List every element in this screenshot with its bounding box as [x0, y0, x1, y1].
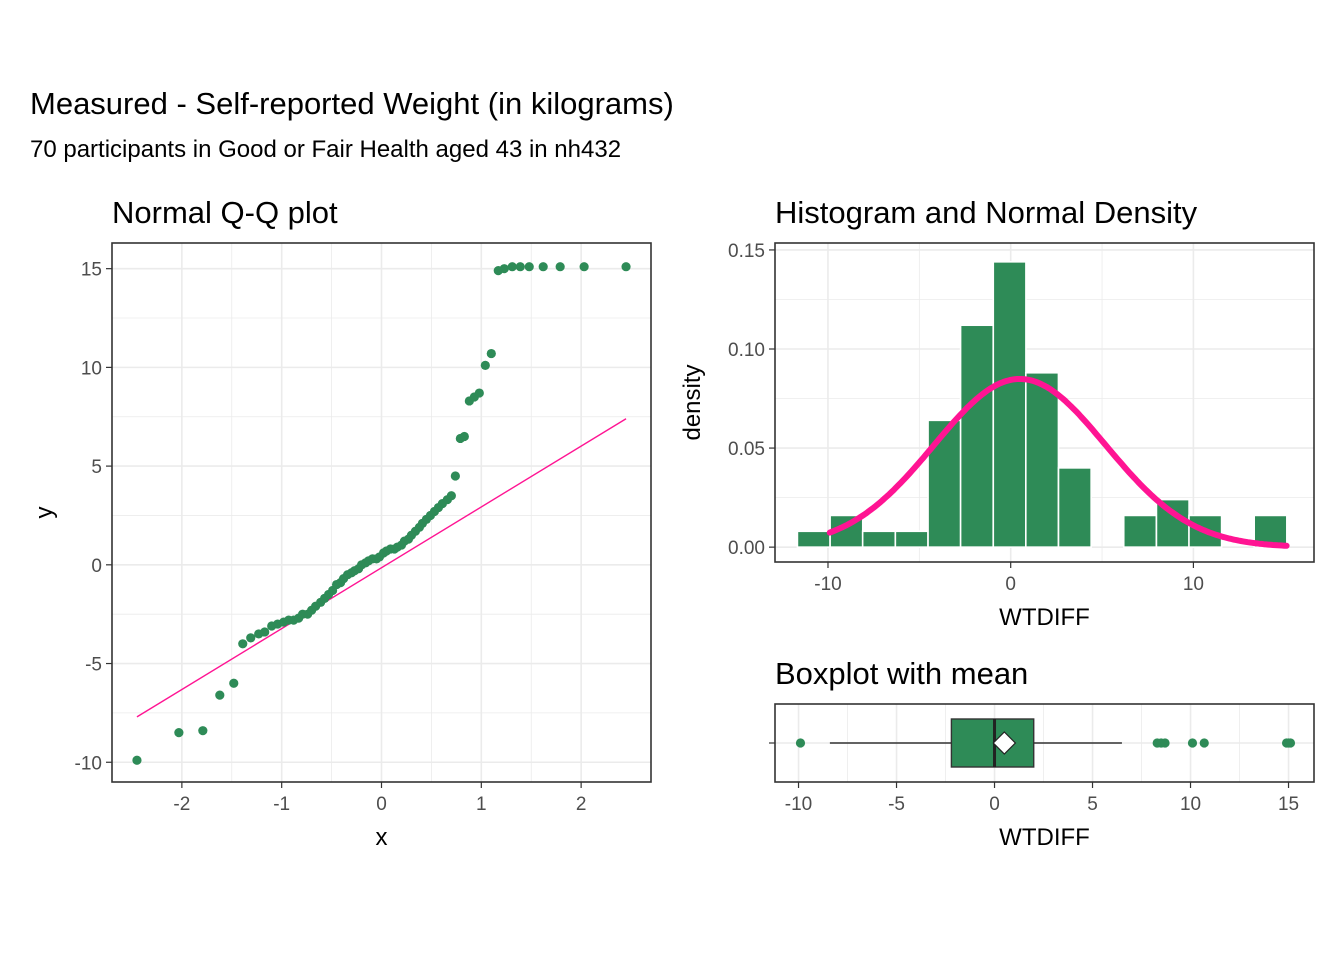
qq-point	[538, 262, 548, 272]
qq-point	[555, 262, 565, 272]
histogram-bar	[1057, 467, 1092, 548]
qq-point	[238, 639, 248, 649]
histogram-bar	[959, 324, 995, 548]
panel-border	[111, 242, 652, 783]
boxplot-outlier	[1199, 738, 1209, 748]
qq-point	[579, 262, 589, 272]
qq-point	[621, 262, 631, 272]
histogram-bar	[1188, 514, 1223, 548]
qq-point	[515, 262, 525, 272]
qq-reference-line	[136, 418, 627, 718]
x-tick-label: 15	[1278, 794, 1299, 815]
normal-density-curve	[826, 376, 1290, 549]
panel-border	[774, 703, 1315, 783]
x-tick-label: 0	[1005, 574, 1016, 595]
y-axis-title: y	[31, 507, 58, 519]
boxplot-outlier	[795, 738, 806, 748]
y-axis-title: density	[679, 364, 706, 440]
panel-title: Boxplot with mean	[775, 656, 1028, 691]
qq-point	[499, 264, 509, 274]
qq-point	[507, 262, 517, 272]
y-tick-label: 0.00	[728, 538, 765, 559]
boxplot-mean-marker	[992, 731, 1017, 755]
x-tick-label: 10	[1180, 794, 1201, 815]
panel-border	[774, 242, 1315, 563]
y-tick-label: 0.10	[728, 340, 765, 361]
x-axis-title: x	[376, 824, 388, 851]
histogram-bar	[861, 530, 897, 548]
y-tick-label: 10	[81, 358, 102, 379]
qq-point	[174, 728, 184, 738]
qq-point	[132, 755, 142, 765]
x-tick-label: -1	[273, 794, 290, 815]
y-tick-label: 0	[91, 556, 102, 577]
x-tick-label: 1	[476, 794, 487, 815]
x-tick-label: 10	[1183, 574, 1204, 595]
qq-point	[474, 388, 484, 398]
y-tick-label: 0.05	[728, 439, 765, 460]
chart-title: Measured - Self-reported Weight (in kilo…	[30, 86, 674, 121]
x-tick-label: 2	[576, 794, 587, 815]
y-tick-label: -10	[75, 753, 102, 774]
histogram-bar	[894, 530, 929, 548]
qq-point	[229, 678, 239, 688]
qq-point	[246, 633, 256, 643]
chart-subtitle: 70 participants in Good or Fair Health a…	[30, 136, 622, 163]
qq-point	[450, 471, 460, 481]
y-tick-label: 15	[81, 260, 102, 281]
qq-point	[446, 491, 456, 501]
x-tick-label: -5	[888, 794, 905, 815]
histogram-bar	[992, 261, 1027, 548]
x-tick-label: 5	[1087, 794, 1098, 815]
x-tick-label: -2	[173, 794, 190, 815]
qq-point	[459, 431, 469, 442]
x-tick-label: -10	[785, 794, 812, 815]
y-tick-label: 0.15	[728, 241, 765, 262]
boxplot-panel: -10 -5 0 5 10 15 Boxplot with mean WTDIFF	[769, 656, 1315, 851]
x-tick-label: 0	[376, 794, 387, 815]
qq-point	[260, 627, 270, 637]
histogram-bar	[796, 530, 831, 548]
boxplot-outlier	[1160, 738, 1170, 748]
y-tick-label: -5	[85, 655, 102, 676]
panel-title: Normal Q-Q plot	[112, 195, 338, 230]
qq-point	[215, 690, 225, 700]
qq-point	[198, 726, 208, 736]
histogram-bar	[1025, 371, 1060, 548]
boxplot-outlier	[1187, 738, 1198, 748]
histogram-panel: -10 0 10 0.00 0.05 0.10 0.15 Histogram and Norm…	[679, 195, 1315, 631]
x-tick-label: -10	[814, 574, 841, 595]
histogram-bar	[927, 419, 962, 548]
qq-point	[524, 262, 534, 272]
boxplot-outlier	[1285, 738, 1296, 748]
panel-title: Histogram and Normal Density	[775, 195, 1198, 230]
x-tick-label: 0	[989, 794, 1000, 815]
x-axis-title: WTDIFF	[999, 824, 1090, 851]
qq-point	[486, 348, 496, 359]
histogram-bar	[1122, 514, 1158, 548]
x-axis-title: WTDIFF	[999, 604, 1090, 631]
y-tick-label: 5	[91, 457, 102, 478]
qq-point	[480, 360, 490, 371]
